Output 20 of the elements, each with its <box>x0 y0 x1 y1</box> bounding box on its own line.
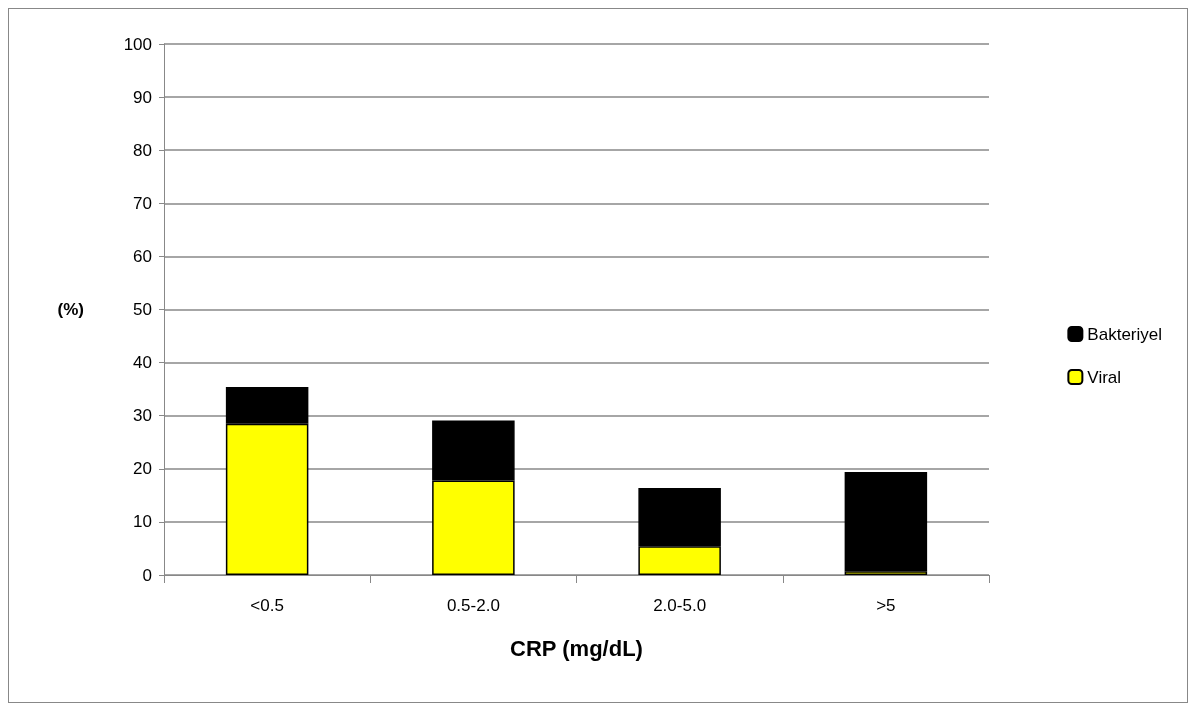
legend-label: Viral <box>1087 367 1122 387</box>
y-tick-label: 40 <box>133 353 152 373</box>
y-tick-label: 20 <box>133 459 152 479</box>
legend-label: Bakteriyel <box>1087 324 1162 344</box>
y-tick-label: 30 <box>133 406 152 426</box>
y-axis-title: (%) <box>57 300 84 319</box>
y-tick-label: 0 <box>142 565 152 585</box>
x-axis-title: CRP (mg/dL) <box>510 635 643 661</box>
y-tick-label: 100 <box>123 34 152 54</box>
x-tick-label: 2.0-5.0 <box>653 596 707 615</box>
y-tick-label: 80 <box>133 140 152 160</box>
y-tick-label: 70 <box>133 193 152 213</box>
y-tick-label: 60 <box>133 246 152 266</box>
x-tick-label: >5 <box>876 596 896 615</box>
bar <box>844 471 928 572</box>
x-tick-label: 0.5-2.0 <box>446 596 500 615</box>
x-tick-label: <0.5 <box>250 596 284 615</box>
y-tick-label: 10 <box>133 512 152 532</box>
y-tick-label: 50 <box>133 300 152 319</box>
y-tick-label: 90 <box>133 87 152 107</box>
